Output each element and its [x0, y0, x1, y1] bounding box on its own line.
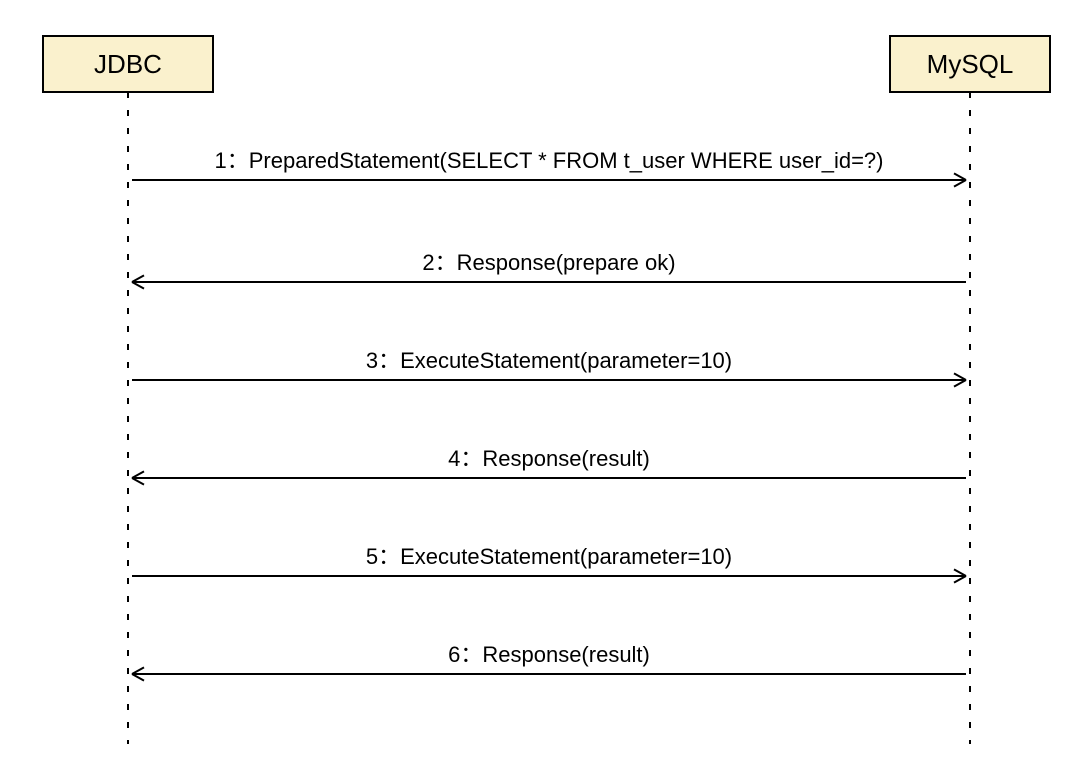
- sequence-diagram: JDBC MySQL 1：PreparedStatement(SELECT * FR…: [0, 0, 1080, 780]
- message-label-6: 6：Response(result): [448, 642, 650, 667]
- message-label-5: 5：ExecuteStatement(parameter=10): [366, 544, 732, 569]
- participant-label-mysql: MySQL: [927, 49, 1014, 79]
- participant-label-jdbc: JDBC: [94, 49, 162, 79]
- message-label-4: 4：Response(result): [448, 446, 650, 471]
- message-label-1: 1：PreparedStatement(SELECT * FROM t_user…: [214, 148, 883, 173]
- message-label-3: 3：ExecuteStatement(parameter=10): [366, 348, 732, 373]
- message-label-2: 2：Response(prepare ok): [422, 250, 675, 275]
